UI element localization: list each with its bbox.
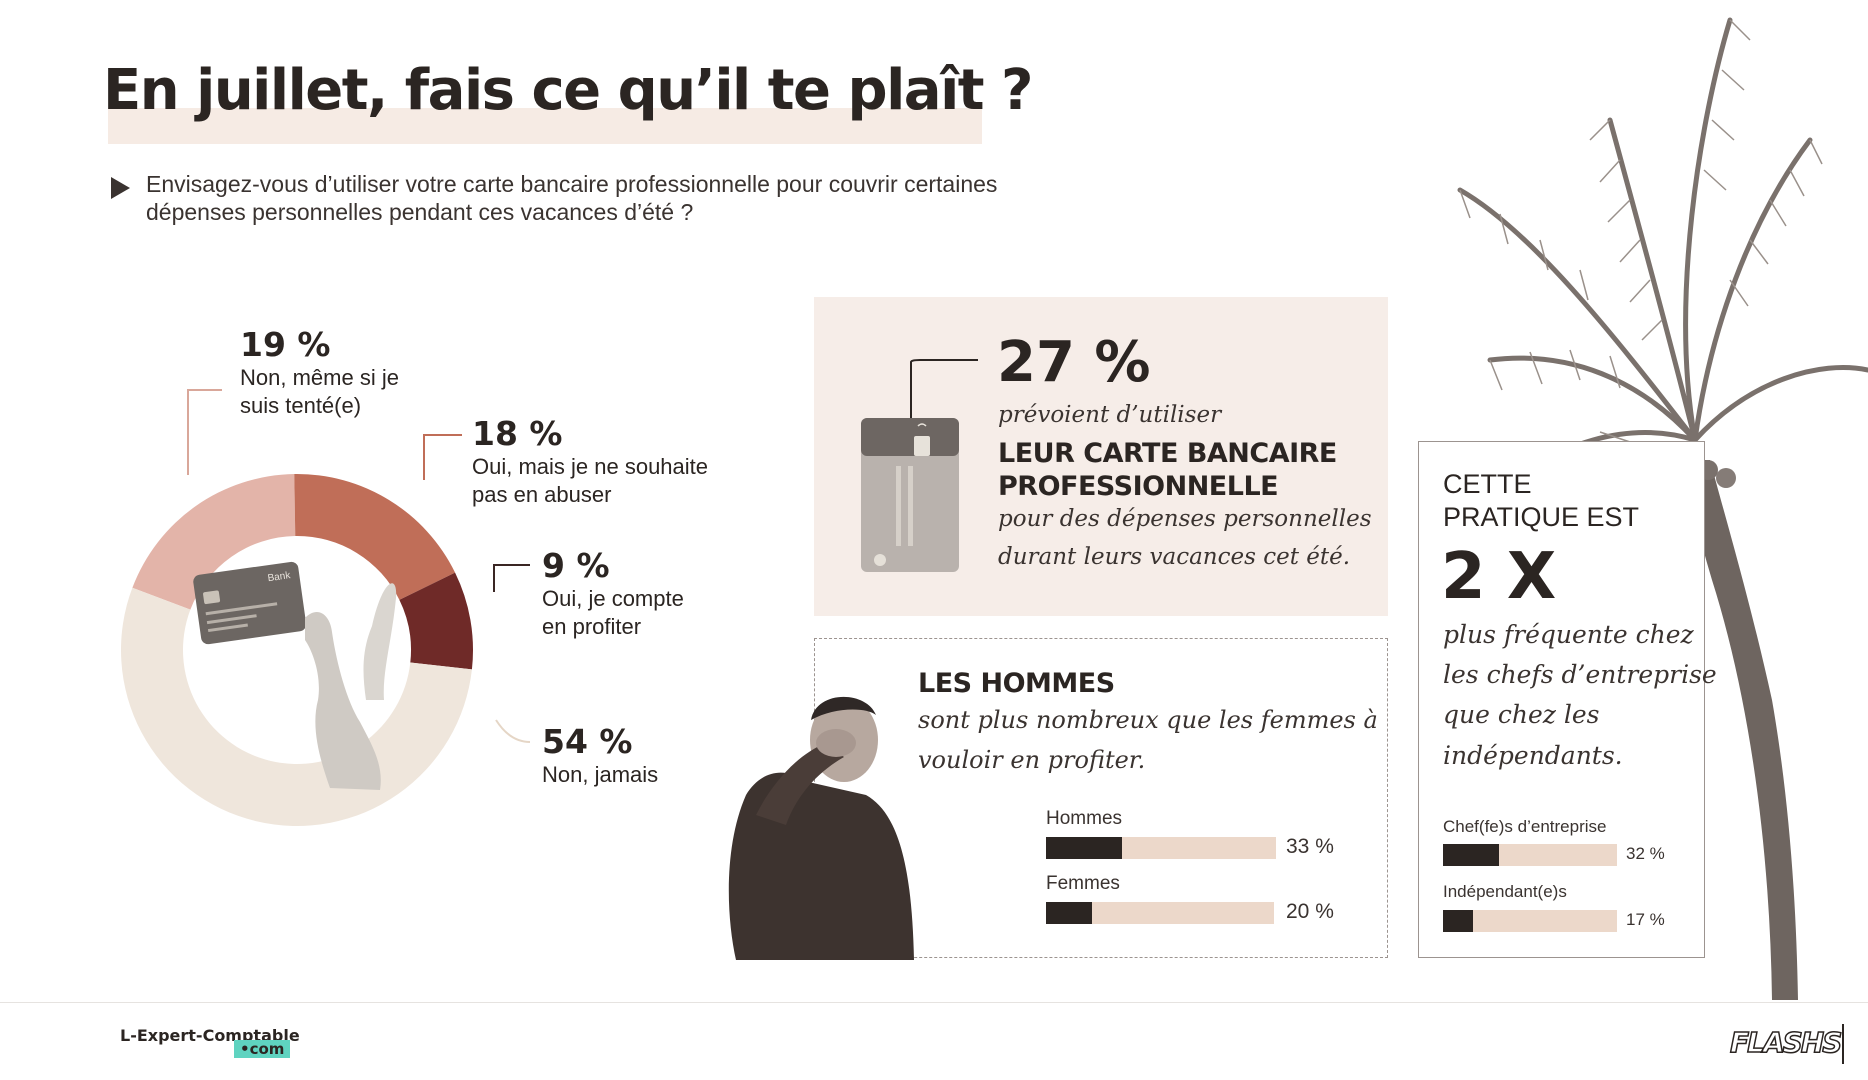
donut-label-9: 9 % Oui, je compte en profiter [542, 546, 712, 641]
bar-label-independants: Indépendant(e)s [1443, 882, 1567, 901]
bar-independants [1443, 910, 1473, 932]
bar-track-chefs [1443, 844, 1617, 866]
practice-text-4: indépendants. [1443, 741, 1623, 770]
donut-text-18: Oui, mais je ne souhaite pas en abuser [472, 454, 709, 507]
practice-text-3: que chez les [1443, 700, 1600, 729]
footer-logo-suffix[interactable]: •com [234, 1040, 291, 1058]
donut-pct-18: 18 % [472, 414, 563, 453]
men-box-line2: vouloir en profiter. [918, 746, 1146, 774]
bar-value-hommes: 33 % [1286, 835, 1334, 858]
practice-line1: CETTE [1443, 469, 1532, 499]
card-box-line4: pour des dépenses personnelles [998, 506, 1372, 532]
bar-track-femmes [1046, 902, 1274, 924]
card-in-hand-illustration: Bank [193, 561, 397, 790]
bar-hommes [1046, 837, 1122, 859]
bar-value-chefs: 32 % [1626, 844, 1665, 863]
card-box-line5: durant leurs vacances cet été. [998, 544, 1351, 570]
bar-label-hommes: Hommes [1046, 808, 1123, 829]
donut-pct-9: 9 % [542, 546, 610, 585]
footer-divider [0, 1002, 1868, 1003]
bar-chefs [1443, 844, 1499, 866]
practice-stat-box [1418, 441, 1705, 958]
donut-chart: Bank [120, 389, 531, 827]
connector-line-19 [187, 389, 222, 475]
donut-text-9: Oui, je compte en profiter [542, 586, 684, 639]
donut-slice-oui-abuser [294, 474, 456, 600]
card-connector-line [910, 359, 978, 418]
connector-line-18 [423, 434, 462, 480]
donut-label-19: 19 % Non, même si je suis tenté(e) [240, 325, 430, 420]
practice-line2: PRATIQUE EST [1443, 502, 1640, 532]
donut-slice-non-tente [132, 474, 296, 610]
card-bank-label: Bank [267, 570, 292, 584]
donut-text-19: Non, même si je suis tenté(e) [240, 365, 399, 418]
bar-femmes [1046, 902, 1092, 924]
donut-slice-oui-profiter [399, 572, 474, 670]
bar-track-independants [1443, 910, 1617, 932]
donut-label-54: 54 % Non, jamais [542, 722, 732, 789]
men-box-heading: LES HOMMES [918, 668, 1115, 699]
donut-pct-19: 19 % [240, 325, 331, 364]
bar-track-hommes [1046, 837, 1276, 859]
practice-text-1: plus fréquente chez [1443, 620, 1694, 649]
donut-text-54: Non, jamais [542, 762, 659, 787]
card-box-pct: 27 % [997, 330, 1151, 395]
connector-line-9 [493, 564, 530, 592]
card-box-line2: LEUR CARTE BANCAIRE [998, 438, 1337, 469]
bar-label-femmes: Femmes [1046, 873, 1120, 894]
practice-big: 2 X [1441, 540, 1556, 614]
men-box-line1: sont plus nombreux que les femmes à [918, 706, 1378, 734]
bar-value-femmes: 20 % [1286, 900, 1334, 923]
donut-slice-non-jamais [120, 587, 472, 827]
bar-value-independants: 17 % [1626, 910, 1665, 929]
bank-card-illustration [861, 359, 978, 572]
page-title: En juillet, fais ce qu’il te plaît ? [103, 58, 1034, 123]
donut-label-18: 18 % Oui, mais je ne souhaite pas en abu… [472, 414, 742, 509]
play-arrow-icon [111, 177, 130, 199]
bar-label-chefs: Chef(fe)s d’entreprise [1443, 817, 1607, 836]
man-facepalm-illustration [728, 696, 914, 960]
flashs-logo[interactable]: FLASHS [1729, 1025, 1843, 1060]
footer-separator [1842, 1024, 1844, 1064]
card-box-line3: PROFESSIONNELLE [998, 471, 1279, 502]
card-box-line1: prévoient d’utiliser [998, 402, 1222, 428]
survey-question: Envisagez-vous d’utiliser votre carte ba… [146, 171, 998, 225]
practice-text-2: les chefs d’entreprise [1443, 660, 1717, 689]
title-highlight [108, 108, 982, 144]
connector-line-54 [495, 719, 531, 743]
donut-pct-54: 54 % [542, 722, 633, 761]
